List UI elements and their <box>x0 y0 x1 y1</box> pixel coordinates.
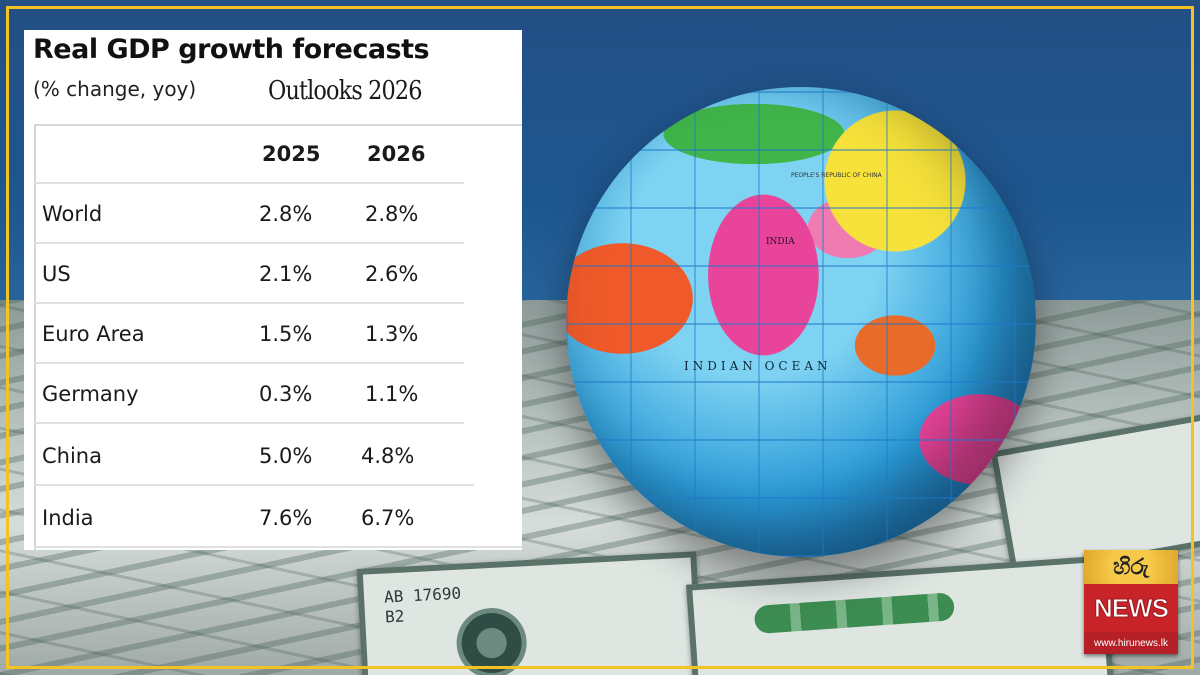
graphic-subtitle: (% change, yoy) <box>33 77 197 101</box>
row-divider <box>34 242 464 244</box>
value-2026: 4.8% <box>361 444 415 468</box>
globe-image: PEOPLE'S REPUBLIC OF CHINA INDIA INDIAN … <box>566 87 1036 557</box>
row-divider <box>34 362 464 364</box>
value-2026: 6.7% <box>361 506 415 530</box>
value-2025: 2.8% <box>259 202 313 226</box>
banknote-serial: AB 17690 <box>383 583 462 607</box>
row-divider <box>34 182 464 184</box>
region-label: Euro Area <box>42 322 145 346</box>
table-top-border <box>34 124 522 126</box>
globe-label-ocean: INDIAN OCEAN <box>684 359 832 373</box>
row-divider <box>34 422 464 424</box>
hundred-numeral-icon <box>753 592 956 635</box>
region-label: US <box>42 262 71 286</box>
logo-news-wordmark: NEWS <box>1084 584 1178 632</box>
table-row: World 2.8% 2.8% <box>34 184 464 244</box>
outlooks-brand: Outlooks 2026 <box>268 76 423 106</box>
gdp-forecast-panel: Real GDP growth forecasts (% change, yoy… <box>24 30 522 550</box>
row-divider <box>34 546 522 548</box>
banknote: AB 17690 B2 <box>356 551 704 675</box>
value-2026: 2.6% <box>365 262 419 286</box>
table-row: India 7.6% 6.7% <box>34 488 522 548</box>
federal-reserve-seal-icon <box>454 606 529 675</box>
logo-sinhala-wordmark: හිරු <box>1084 550 1178 584</box>
graphic-title: Real GDP growth forecasts <box>33 34 430 65</box>
value-2025: 0.3% <box>259 382 313 406</box>
value-2025: 7.6% <box>259 506 313 530</box>
row-divider <box>34 484 474 486</box>
header-2026: 2026 <box>367 142 426 166</box>
region-label: China <box>42 444 102 468</box>
header-2025: 2025 <box>262 142 321 166</box>
table-row: Germany 0.3% 1.1% <box>34 364 464 424</box>
region-label: Germany <box>42 382 139 406</box>
value-2026: 1.3% <box>365 322 419 346</box>
value-2025: 5.0% <box>259 444 313 468</box>
region-label: World <box>42 202 103 226</box>
globe-label-india: INDIA <box>766 237 795 247</box>
row-divider <box>34 302 464 304</box>
table-row: US 2.1% 2.6% <box>34 244 464 304</box>
value-2026: 1.1% <box>365 382 419 406</box>
table-header-row: 2025 2026 <box>34 124 464 184</box>
value-2025: 2.1% <box>259 262 313 286</box>
globe-gridlines <box>566 87 1036 557</box>
value-2026: 2.8% <box>365 202 419 226</box>
region-label: India <box>42 506 94 530</box>
table-left-border <box>34 124 36 550</box>
hiru-news-logo: හිරු NEWS www.hirunews.lk <box>1084 550 1178 654</box>
value-2025: 1.5% <box>259 322 313 346</box>
table-row: Euro Area 1.5% 1.3% <box>34 304 464 364</box>
banknote-block: B2 <box>384 606 405 627</box>
globe-label-china: PEOPLE'S REPUBLIC OF CHINA <box>791 172 882 179</box>
logo-url: www.hirunews.lk <box>1084 632 1178 654</box>
table-row: China 5.0% 4.8% <box>34 426 522 486</box>
